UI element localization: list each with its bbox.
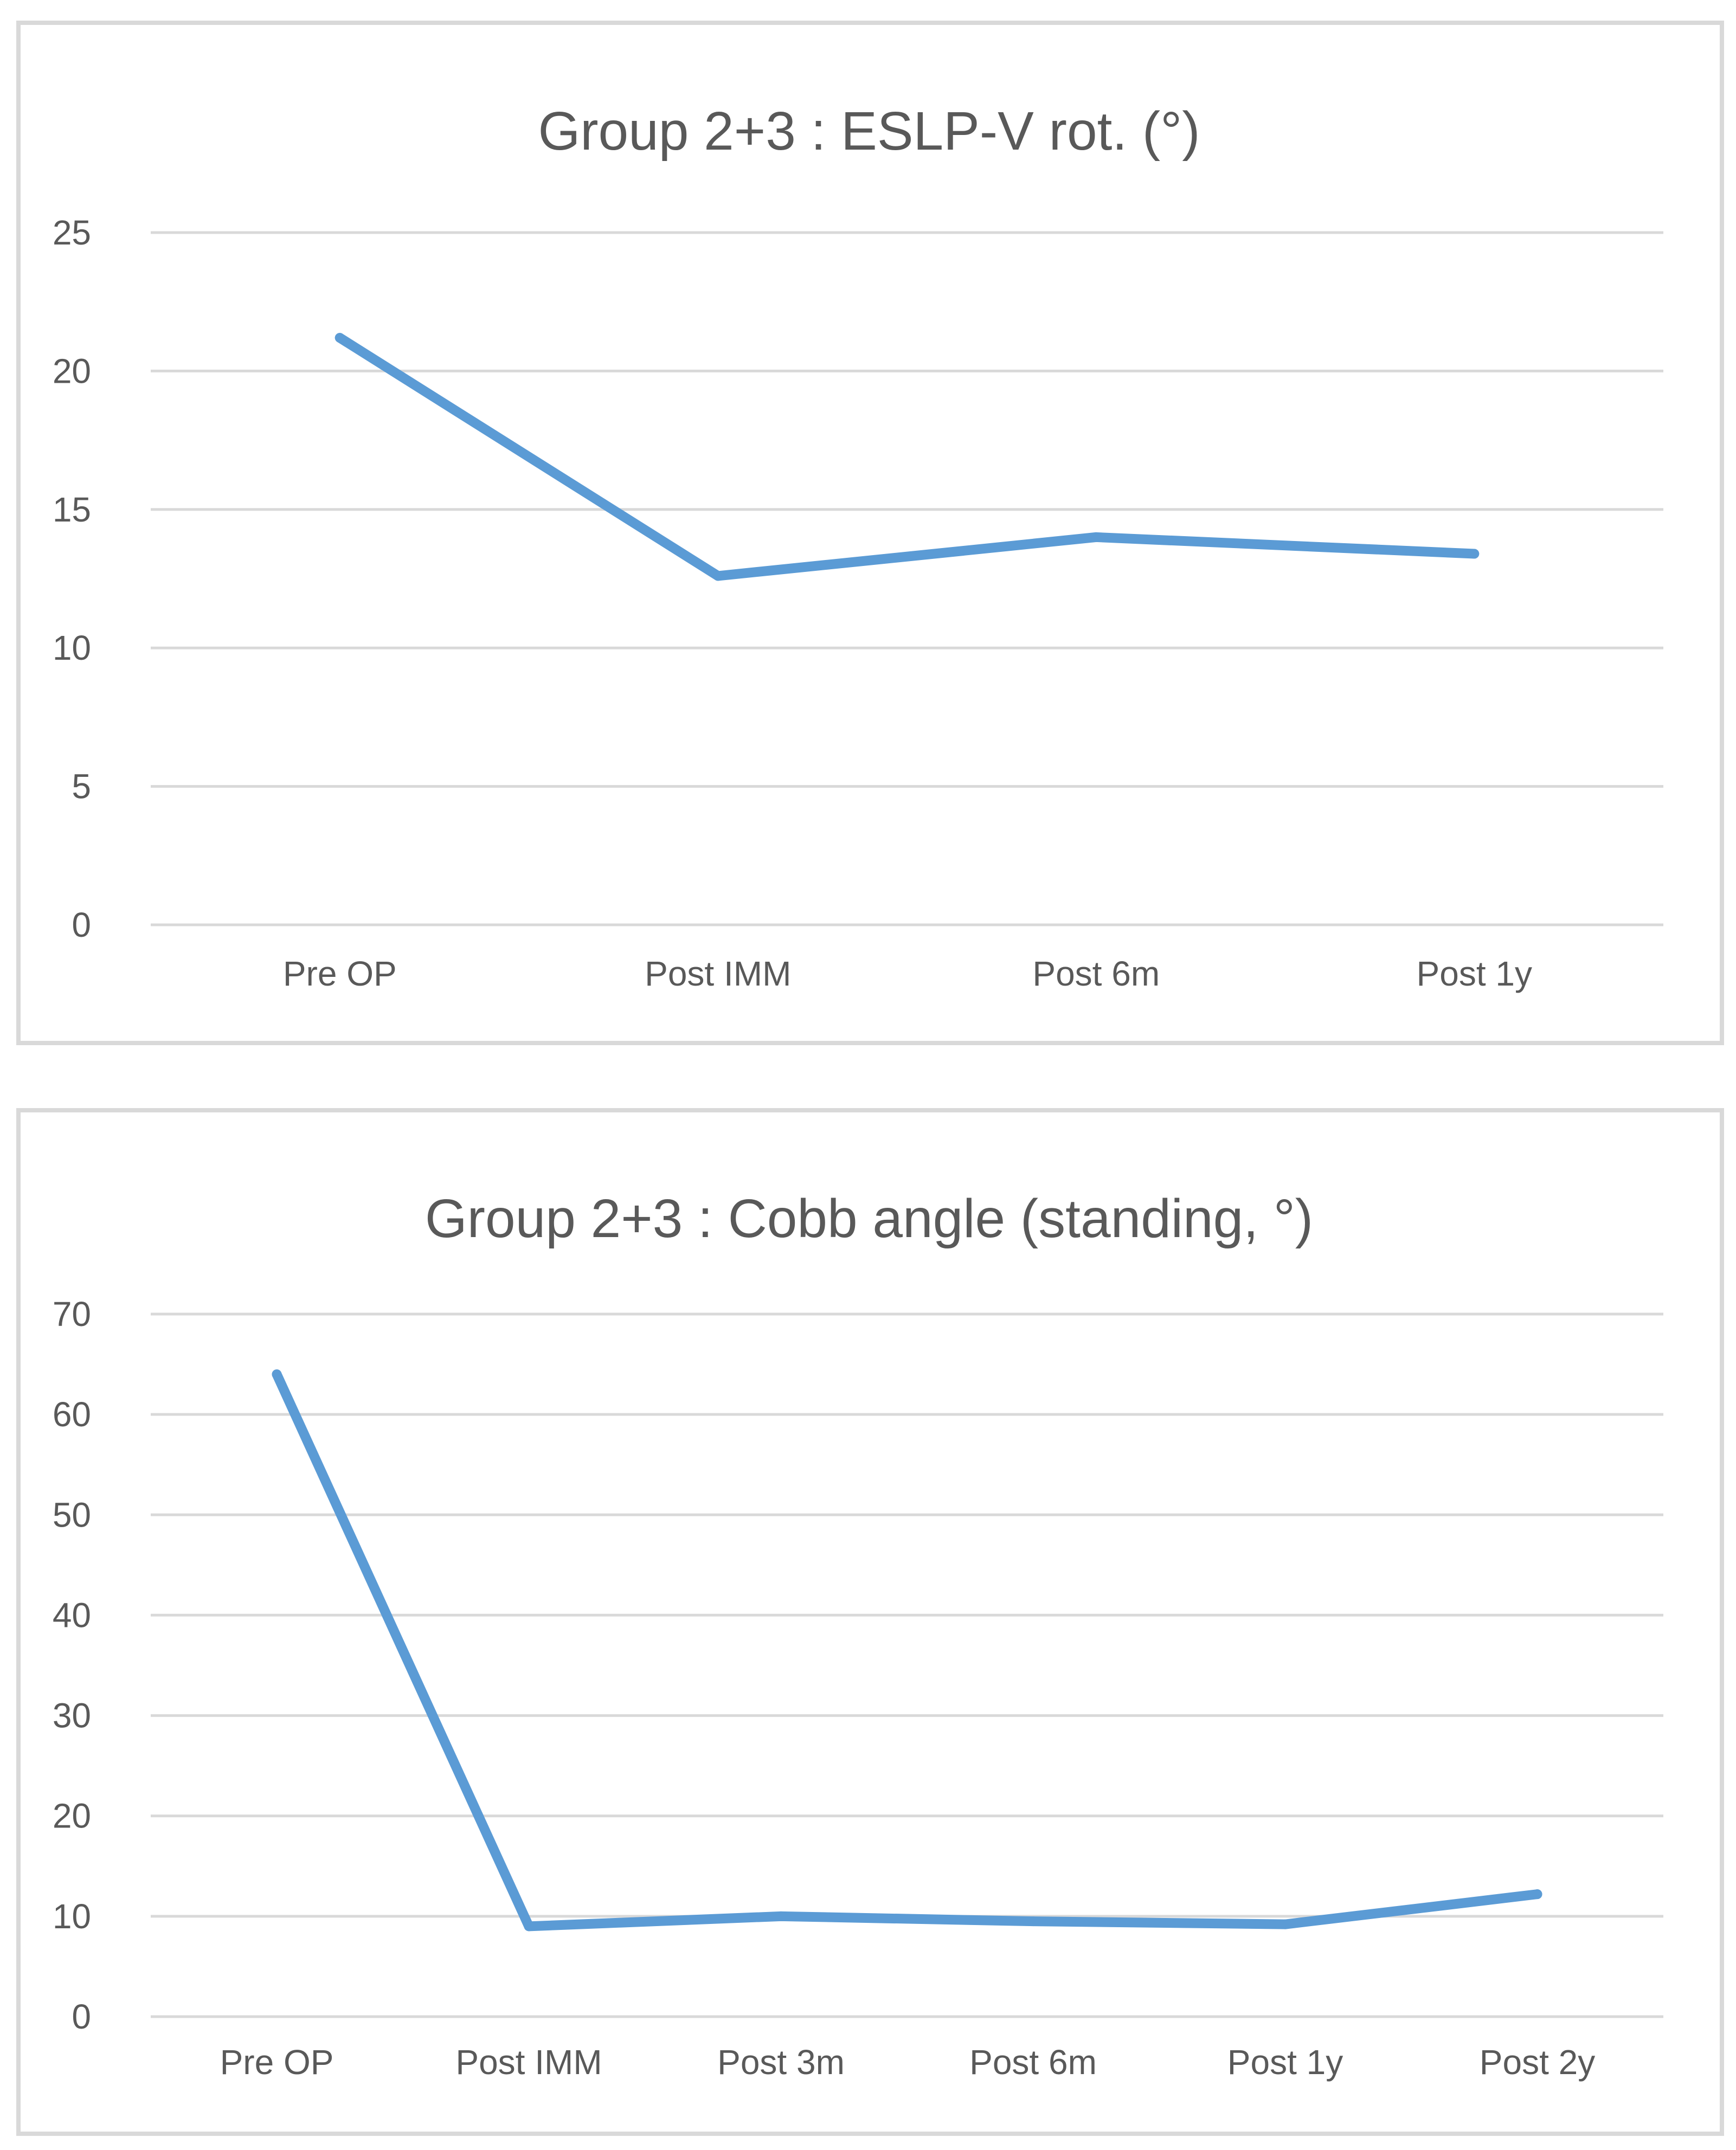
series-line xyxy=(272,1369,1542,1932)
y-tick-label: 15 xyxy=(53,490,91,529)
series-line xyxy=(335,333,1480,581)
data-point xyxy=(1469,549,1480,559)
x-tick-label: Post 6m xyxy=(1032,954,1160,993)
y-tick-label: 0 xyxy=(72,905,91,944)
y-tick-label: 25 xyxy=(53,213,91,252)
data-point xyxy=(272,1369,282,1380)
data-point xyxy=(776,1911,786,1921)
x-tick-label: Pre OP xyxy=(220,2043,334,2082)
chart-title: Group 2+3 : ESLP-V rot. (°) xyxy=(538,101,1200,162)
y-tick-label: 40 xyxy=(53,1595,91,1634)
y-tick-label: 30 xyxy=(53,1696,91,1735)
chart-title: Group 2+3 : Cobb angle (standing, °) xyxy=(425,1188,1313,1249)
x-tick-label: Post 3m xyxy=(717,2043,845,2082)
data-point xyxy=(1028,1916,1038,1927)
data-point xyxy=(1280,1919,1290,1929)
chart-panel-cobb-angle: Group 2+3 : Cobb angle (standing, °) 0 10… xyxy=(16,1108,1724,2136)
y-tick-label: 10 xyxy=(53,1897,91,1936)
x-tick-label: Post 6m xyxy=(969,2043,1097,2082)
y-tick-label: 70 xyxy=(53,1295,91,1334)
y-tick-label: 5 xyxy=(72,767,91,806)
data-point xyxy=(524,1921,534,1932)
y-tick-label: 20 xyxy=(53,351,91,390)
y-tick-label: 60 xyxy=(53,1395,91,1434)
x-tick-label: Post IMM xyxy=(455,2043,602,2082)
x-tick-label: Post 1y xyxy=(1417,954,1532,993)
x-tick-label: Post 2y xyxy=(1480,2043,1595,2082)
y-tick-label: 0 xyxy=(72,1997,91,2036)
chart-panel-eslp-v-rotation: Group 2+3 : ESLP-V rot. (°) 0 5 10 15 20 25 P… xyxy=(16,21,1724,1045)
y-tick-label: 20 xyxy=(53,1797,91,1836)
x-tick-label: Pre OP xyxy=(283,954,397,993)
x-tick-label: Post 1y xyxy=(1227,2043,1343,2082)
y-tick-label: 10 xyxy=(53,628,91,667)
data-point xyxy=(1091,532,1101,542)
chart-svg-cobb-angle: Group 2+3 : Cobb angle (standing, °) 0 10… xyxy=(53,1188,1663,2082)
x-tick-label: Post IMM xyxy=(645,954,791,993)
data-point xyxy=(335,333,345,343)
y-tick-label: 50 xyxy=(53,1495,91,1534)
data-point xyxy=(713,571,723,581)
chart-svg-eslp-v-rotation: Group 2+3 : ESLP-V rot. (°) 0 5 10 15 20 25 P… xyxy=(53,101,1663,993)
data-point xyxy=(1532,1889,1542,1900)
